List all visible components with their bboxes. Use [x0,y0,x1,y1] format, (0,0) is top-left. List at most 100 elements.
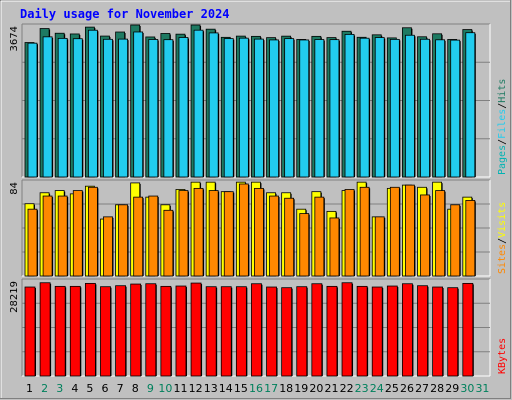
bar-sites-day-30 [465,200,476,277]
day-label-19: 19 [294,382,308,395]
day-label-28: 28 [430,382,444,395]
bar-files-day-18 [284,38,295,178]
bar-files-day-15 [238,37,249,178]
panel-legend: Pages/Files/Hits [497,79,508,175]
bar-files-day-9 [148,39,159,178]
bar-sites-day-5 [87,186,98,277]
bar-kbytes-day-9 [145,283,157,377]
bar-sites-day-21 [329,217,340,277]
bar-kbytes-day-27 [417,285,428,377]
bar-files-day-11 [178,37,189,178]
bar-sites-day-20 [314,196,325,277]
bar-kbytes-day-5 [84,282,96,377]
bar-files-day-13 [208,32,219,178]
bar-sites-day-3 [57,195,68,277]
bar-sites-day-18 [284,197,295,277]
bar-kbytes-day-2 [39,282,51,377]
day-label-31: 31 [475,382,489,395]
day-label-10: 10 [158,382,172,395]
bar-sites-day-11 [178,190,189,277]
bar-sites-day-23 [359,186,370,277]
bar-files-day-19 [299,39,310,178]
day-label-14: 14 [219,382,233,395]
day-label-26: 26 [400,382,414,395]
bar-files-day-12 [193,29,204,178]
bar-kbytes-day-18 [281,287,293,377]
bar-files-day-26 [405,34,415,178]
bar-sites-day-6 [103,216,113,277]
day-label-23: 23 [355,382,369,395]
bar-sites-day-7 [118,204,128,277]
bar-files-day-27 [420,38,430,178]
bar-sites-day-27 [420,194,430,277]
bar-files-day-16 [254,38,264,178]
day-label-7: 7 [117,382,124,395]
bar-files-day-14 [223,38,234,178]
bar-files-day-8 [133,31,144,178]
day-label-11: 11 [174,382,188,395]
bar-sites-day-10 [163,209,174,277]
day-label-25: 25 [385,382,399,395]
legend-kbytes: KBytes [497,338,508,374]
day-label-29: 29 [445,382,459,395]
bar-kbytes-day-19 [296,286,308,377]
legend-hits: Hits [497,79,508,103]
bar-files-day-5 [87,29,98,178]
legend-pages: Pages [497,145,508,175]
bar-kbytes-day-8 [130,283,142,377]
bar-files-day-3 [57,37,68,178]
bar-files-day-24 [374,37,385,178]
bar-sites-day-1 [27,208,38,277]
bar-kbytes-day-7 [115,285,126,377]
day-label-8: 8 [132,382,139,395]
legend-separator: / [497,139,508,145]
bar-files-day-28 [435,39,446,178]
day-label-9: 9 [147,382,154,395]
bar-kbytes-day-12 [190,282,202,377]
bar-files-day-25 [389,38,400,178]
bar-sites-day-26 [405,184,415,277]
bar-files-day-17 [269,39,279,178]
bar-files-day-20 [314,39,325,178]
bar-kbytes-day-6 [100,286,111,377]
bar-kbytes-day-26 [402,283,413,377]
bar-kbytes-day-15 [235,286,247,377]
bar-files-day-21 [329,39,340,178]
legend-separator: / [497,238,508,244]
day-label-12: 12 [189,382,203,395]
bar-files-day-22 [344,34,355,178]
bar-files-day-1 [27,42,38,178]
day-label-5: 5 [86,382,93,395]
bar-kbytes-day-24 [371,286,383,377]
bar-kbytes-day-25 [386,285,398,377]
day-label-16: 16 [249,382,263,395]
x-axis-day-labels: 1 2 3 4 5 6 7 8 9 10 11 12 13 14 15 16 17 18 19 20 21 22 23 24 2… [26,382,489,395]
bar-files-day-4 [72,38,83,178]
bar-kbytes-day-16 [251,283,262,377]
bar-sites-day-24 [374,216,385,277]
bar-kbytes-day-23 [356,285,368,377]
day-label-24: 24 [370,382,384,395]
legend-sites: Sites [497,244,508,274]
bar-sites-day-25 [389,186,400,277]
bar-sites-day-4 [72,190,83,277]
bar-files-day-30 [465,32,476,178]
bar-sites-day-16 [254,187,264,277]
bar-sites-day-29 [450,204,461,277]
bar-sites-day-8 [133,196,144,277]
day-label-6: 6 [102,382,109,395]
bar-sites-day-14 [223,191,234,277]
chart-title: Daily usage for November 2024 [20,7,230,21]
bar-kbytes-day-4 [69,285,81,377]
day-label-22: 22 [340,382,354,395]
bar-kbytes-day-17 [266,286,277,377]
bar-sites-day-28 [435,190,446,277]
bar-sites-day-12 [193,187,204,277]
bar-files-day-29 [450,39,461,178]
bar-sites-day-15 [238,183,249,277]
bar-kbytes-day-22 [341,282,353,377]
day-label-15: 15 [234,382,248,395]
bar-sites-day-9 [148,195,159,277]
day-label-2: 2 [41,382,48,395]
